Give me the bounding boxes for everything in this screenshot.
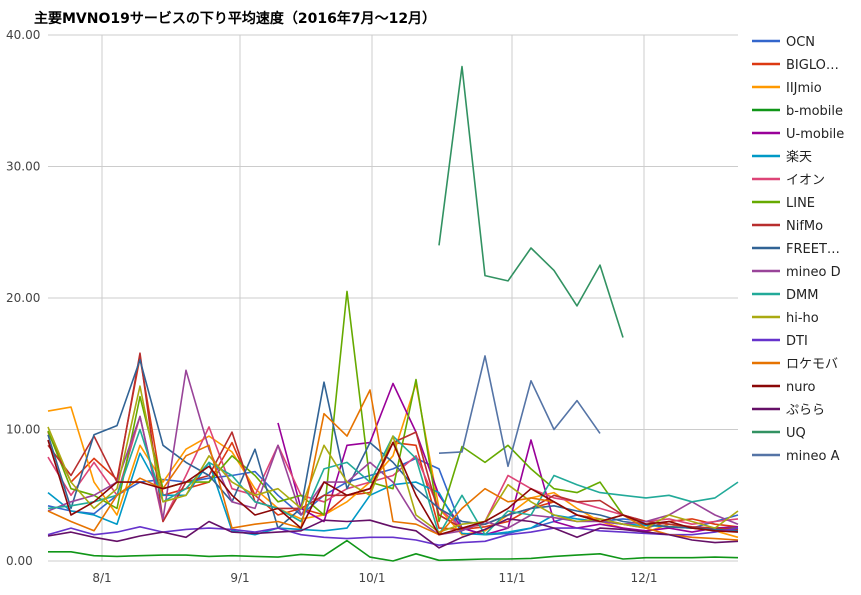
legend-label: IIJmio [786, 81, 822, 96]
grid-layer [48, 34, 738, 562]
series-line-ぷらら [47, 518, 739, 549]
legend-label: U-mobile [786, 127, 844, 142]
legend-label: FREET… [786, 242, 840, 257]
axis-labels: 0.00 10.00 20.00 30.00 40.00 8/1 9/1 10/1 11/1 12… [6, 28, 657, 585]
x-tick-label: 8/1 [92, 571, 111, 585]
y-tick-label: 0.00 [6, 554, 33, 568]
series-line-nuro [47, 439, 739, 536]
legend-label: nuro [786, 380, 816, 395]
legend-label: 楽天 [786, 149, 812, 165]
series-line-FREETEL [47, 359, 739, 532]
x-tick-label: 9/1 [230, 571, 249, 585]
y-tick-label: 40.00 [6, 28, 40, 42]
x-tick-label: 12/1 [631, 571, 658, 585]
legend-label: DTI [786, 334, 808, 349]
legend-label: ロケモバ [786, 357, 838, 372]
legend-label: NifMo [786, 219, 823, 234]
series-line-mineo D [47, 369, 739, 536]
legend-label: イオン [786, 173, 825, 188]
x-tick-label: 10/1 [359, 571, 386, 585]
legend-label: mineo A [786, 449, 840, 464]
series-line-UQ [438, 65, 624, 338]
legend-label: BIGLO… [786, 58, 839, 73]
legend-label: ぷらら [786, 403, 825, 418]
series-line-hi-ho [47, 385, 739, 533]
legend-label: DMM [786, 288, 818, 303]
series-line-LINE [47, 290, 739, 531]
legend-label: OCN [786, 35, 815, 50]
legend-label: UQ [786, 426, 806, 441]
chart-title: 主要MVNO19サービスの下り平均速度（2016年7月〜12月） [34, 10, 436, 27]
y-tick-label: 10.00 [6, 423, 40, 437]
series-lines [47, 65, 739, 562]
series-line-OCN [47, 457, 739, 536]
legend-label: hi-ho [786, 311, 819, 326]
legend-label: mineo D [786, 265, 841, 280]
y-tick-label: 20.00 [6, 291, 40, 305]
y-tick-label: 30.00 [6, 160, 40, 174]
x-tick-label: 11/1 [499, 571, 526, 585]
series-line-mineo A [438, 355, 601, 468]
series-line-IIJmio [47, 382, 739, 539]
legend-label: LINE [786, 196, 815, 211]
series-line-b-mobile [48, 539, 739, 562]
legend-label: b-mobile [786, 104, 843, 119]
